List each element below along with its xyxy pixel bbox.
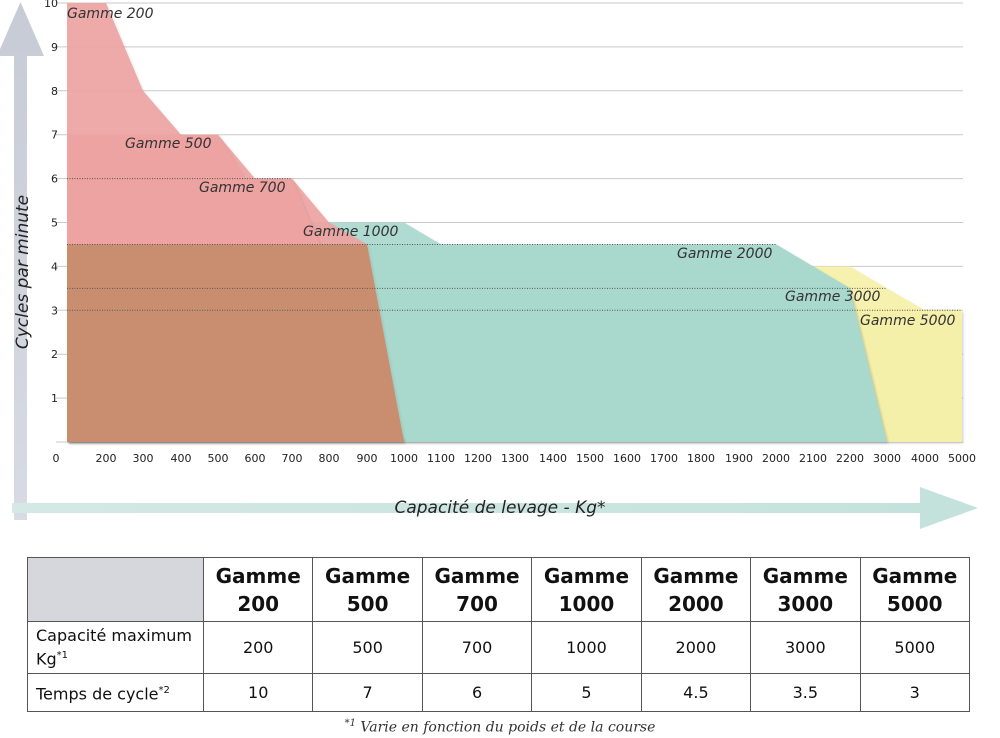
specs-table: Gamme 200 Gamme 500 Gamme 700 Gamme 1000 Gam… — [27, 557, 971, 712]
table-col-header: Gamme 700 — [421, 557, 533, 622]
reference-lines — [67, 178, 962, 311]
x-tick-label: 300 — [133, 452, 154, 465]
table-cell: 4.5 — [640, 673, 752, 712]
table-header-row: Gamme 200 Gamme 500 Gamme 700 Gamme 1000 Gam… — [27, 557, 971, 622]
table-col-header: Gamme 2000 — [640, 557, 752, 622]
x-tick-label: 0 — [53, 452, 60, 465]
y-tick-label: 7 — [51, 129, 58, 142]
row-label-cycle-time: Temps de cycle*2 — [27, 673, 204, 712]
table-cell: 2000 — [640, 621, 752, 674]
table-row: Capacité maximum Kg*1 200 500 700 1000 20… — [27, 621, 971, 674]
table-corner-cell — [27, 557, 204, 622]
y-tick-label: 8 — [51, 85, 58, 98]
y-tick-label: 3 — [51, 304, 58, 317]
table-row: Temps de cycle*2 10 7 6 5 4.5 3.5 3 — [27, 673, 971, 712]
x-axis-arrow — [12, 487, 978, 529]
x-tick-label: 1600 — [613, 452, 641, 465]
table-col-header: Gamme 200 — [202, 557, 314, 622]
x-tick-label: 600 — [245, 452, 266, 465]
y-axis-title: Cycles par minute — [13, 195, 33, 349]
series-overlap-area — [67, 244, 404, 442]
table-cell: 5000 — [859, 621, 971, 674]
y-tick-labels: 1 2 3 4 5 6 7 8 9 10 — [44, 0, 58, 405]
x-tick-label: 800 — [319, 452, 340, 465]
table-cell: 10 — [202, 673, 314, 712]
y-tick-label: 9 — [51, 41, 58, 54]
table-cell: 3.5 — [750, 673, 861, 712]
x-tick-label: 2200 — [836, 452, 864, 465]
footnote: *1 Varie en fonction du poids et de la c… — [344, 718, 656, 736]
table-cell: 3000 — [750, 621, 861, 674]
table-col-header: Gamme 1000 — [531, 557, 642, 622]
x-tick-label: 1100 — [427, 452, 455, 465]
x-tick-label: 1300 — [501, 452, 529, 465]
y-tick-label: 1 — [51, 392, 58, 405]
x-tick-label: 500 — [208, 452, 229, 465]
series-label: Gamme 700 — [199, 180, 286, 196]
row-label-capacity: Capacité maximum Kg*1 — [27, 621, 204, 674]
x-tick-label: 400 — [171, 452, 192, 465]
x-tick-label: 2100 — [799, 452, 827, 465]
x-tick-label: 1200 — [464, 452, 492, 465]
y-tick-label: 2 — [51, 348, 58, 361]
x-tick-label: 4000 — [911, 452, 939, 465]
x-tick-label: 2000 — [762, 452, 790, 465]
x-tick-label: 3000 — [873, 452, 901, 465]
x-tick-label: 1000 — [390, 452, 418, 465]
table-cell: 500 — [312, 621, 423, 674]
x-tick-label: 1700 — [650, 452, 678, 465]
x-tick-label: 200 — [96, 452, 117, 465]
x-tick-label: 1900 — [725, 452, 753, 465]
series-label: Gamme 500 — [125, 136, 212, 152]
series-label: Gamme 200 — [67, 6, 154, 22]
series-label: Gamme 5000 — [860, 313, 955, 329]
table-cell: 700 — [421, 621, 533, 674]
table-cell: 5 — [531, 673, 642, 712]
y-tick-label: 10 — [44, 0, 58, 10]
series-label: Gamme 2000 — [677, 246, 772, 262]
x-tick-label: 900 — [357, 452, 378, 465]
table-col-header: Gamme 3000 — [750, 557, 861, 622]
table-cell: 7 — [312, 673, 423, 712]
series-areas — [67, 3, 964, 444]
y-tick-label: 6 — [51, 173, 58, 186]
table-cell: 200 — [202, 621, 314, 674]
x-tick-label: 700 — [282, 452, 303, 465]
y-axis-arrow — [0, 2, 44, 520]
series-labels: Gamme 200 Gamme 500 Gamme 700 Gamme 1000 Gam… — [67, 6, 955, 329]
y-tick-label: 5 — [51, 217, 58, 230]
y-tick-label: 4 — [51, 260, 58, 273]
x-axis-title: Capacité de levage - Kg* — [394, 498, 605, 518]
table-col-header: Gamme 5000 — [859, 557, 971, 622]
table-cell: 6 — [421, 673, 533, 712]
table-cell: 3 — [859, 673, 971, 712]
x-tick-label: 1800 — [687, 452, 715, 465]
x-tick-labels: 0 200 300 400 500 600 700 800 900 1000 1100 1200 130… — [53, 452, 977, 465]
x-tick-label: 1400 — [539, 452, 567, 465]
series-label: Gamme 1000 — [303, 224, 398, 240]
x-tick-label: 1500 — [576, 452, 604, 465]
table-col-header: Gamme 500 — [312, 557, 423, 622]
series-label: Gamme 3000 — [785, 289, 880, 305]
table-cell: 1000 — [531, 621, 642, 674]
x-tick-label: 5000 — [948, 452, 976, 465]
